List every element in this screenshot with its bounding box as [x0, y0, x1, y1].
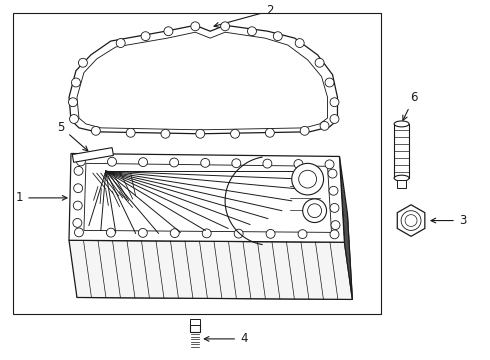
Text: 5: 5	[57, 121, 88, 151]
Circle shape	[315, 58, 324, 67]
Circle shape	[74, 228, 83, 237]
Circle shape	[141, 32, 150, 41]
Circle shape	[232, 159, 241, 168]
Circle shape	[295, 39, 304, 48]
Circle shape	[330, 98, 339, 107]
Circle shape	[325, 78, 334, 87]
Circle shape	[69, 98, 77, 107]
Circle shape	[191, 22, 200, 31]
Circle shape	[266, 229, 275, 238]
Circle shape	[116, 39, 125, 48]
Bar	[190, 324, 200, 332]
Polygon shape	[340, 157, 352, 300]
Circle shape	[72, 78, 80, 87]
Circle shape	[331, 221, 340, 230]
Circle shape	[330, 203, 339, 212]
Circle shape	[76, 157, 85, 166]
Polygon shape	[73, 148, 114, 162]
Circle shape	[73, 219, 82, 228]
Polygon shape	[69, 240, 352, 300]
Text: 3: 3	[431, 214, 466, 227]
Circle shape	[330, 230, 339, 239]
Ellipse shape	[394, 121, 409, 127]
Circle shape	[303, 199, 326, 222]
Circle shape	[74, 166, 83, 175]
Circle shape	[231, 129, 240, 138]
Circle shape	[139, 158, 147, 167]
Circle shape	[170, 158, 179, 167]
Circle shape	[138, 229, 147, 237]
Circle shape	[196, 129, 205, 138]
Circle shape	[266, 129, 274, 137]
Polygon shape	[84, 163, 332, 233]
Bar	[13, 13, 381, 314]
Circle shape	[300, 126, 309, 135]
Circle shape	[74, 184, 83, 193]
Bar	[394, 124, 409, 178]
Circle shape	[78, 58, 87, 67]
Circle shape	[161, 129, 170, 138]
Circle shape	[107, 157, 117, 166]
Circle shape	[330, 114, 339, 123]
Circle shape	[329, 186, 338, 195]
Bar	[190, 319, 200, 325]
Circle shape	[202, 229, 211, 238]
Circle shape	[171, 229, 179, 238]
Circle shape	[247, 27, 256, 36]
Polygon shape	[69, 25, 338, 134]
Text: 6: 6	[403, 91, 418, 120]
Ellipse shape	[394, 175, 409, 181]
Circle shape	[74, 201, 82, 210]
Text: 1: 1	[16, 192, 67, 204]
Polygon shape	[77, 211, 352, 300]
Text: 4: 4	[204, 332, 247, 345]
Circle shape	[70, 114, 78, 123]
Circle shape	[106, 228, 115, 237]
Circle shape	[220, 22, 230, 31]
Bar	[397, 180, 406, 188]
Circle shape	[91, 126, 100, 135]
Circle shape	[263, 159, 272, 168]
Polygon shape	[69, 153, 344, 242]
Circle shape	[294, 159, 303, 168]
Circle shape	[164, 27, 173, 36]
Circle shape	[201, 158, 210, 167]
Circle shape	[320, 121, 329, 130]
Circle shape	[273, 32, 282, 41]
Text: 2: 2	[214, 4, 273, 27]
Circle shape	[328, 169, 337, 178]
Circle shape	[234, 229, 243, 238]
Circle shape	[292, 163, 323, 195]
Circle shape	[126, 129, 135, 137]
Circle shape	[298, 230, 307, 239]
Circle shape	[325, 160, 334, 169]
Polygon shape	[397, 205, 425, 236]
